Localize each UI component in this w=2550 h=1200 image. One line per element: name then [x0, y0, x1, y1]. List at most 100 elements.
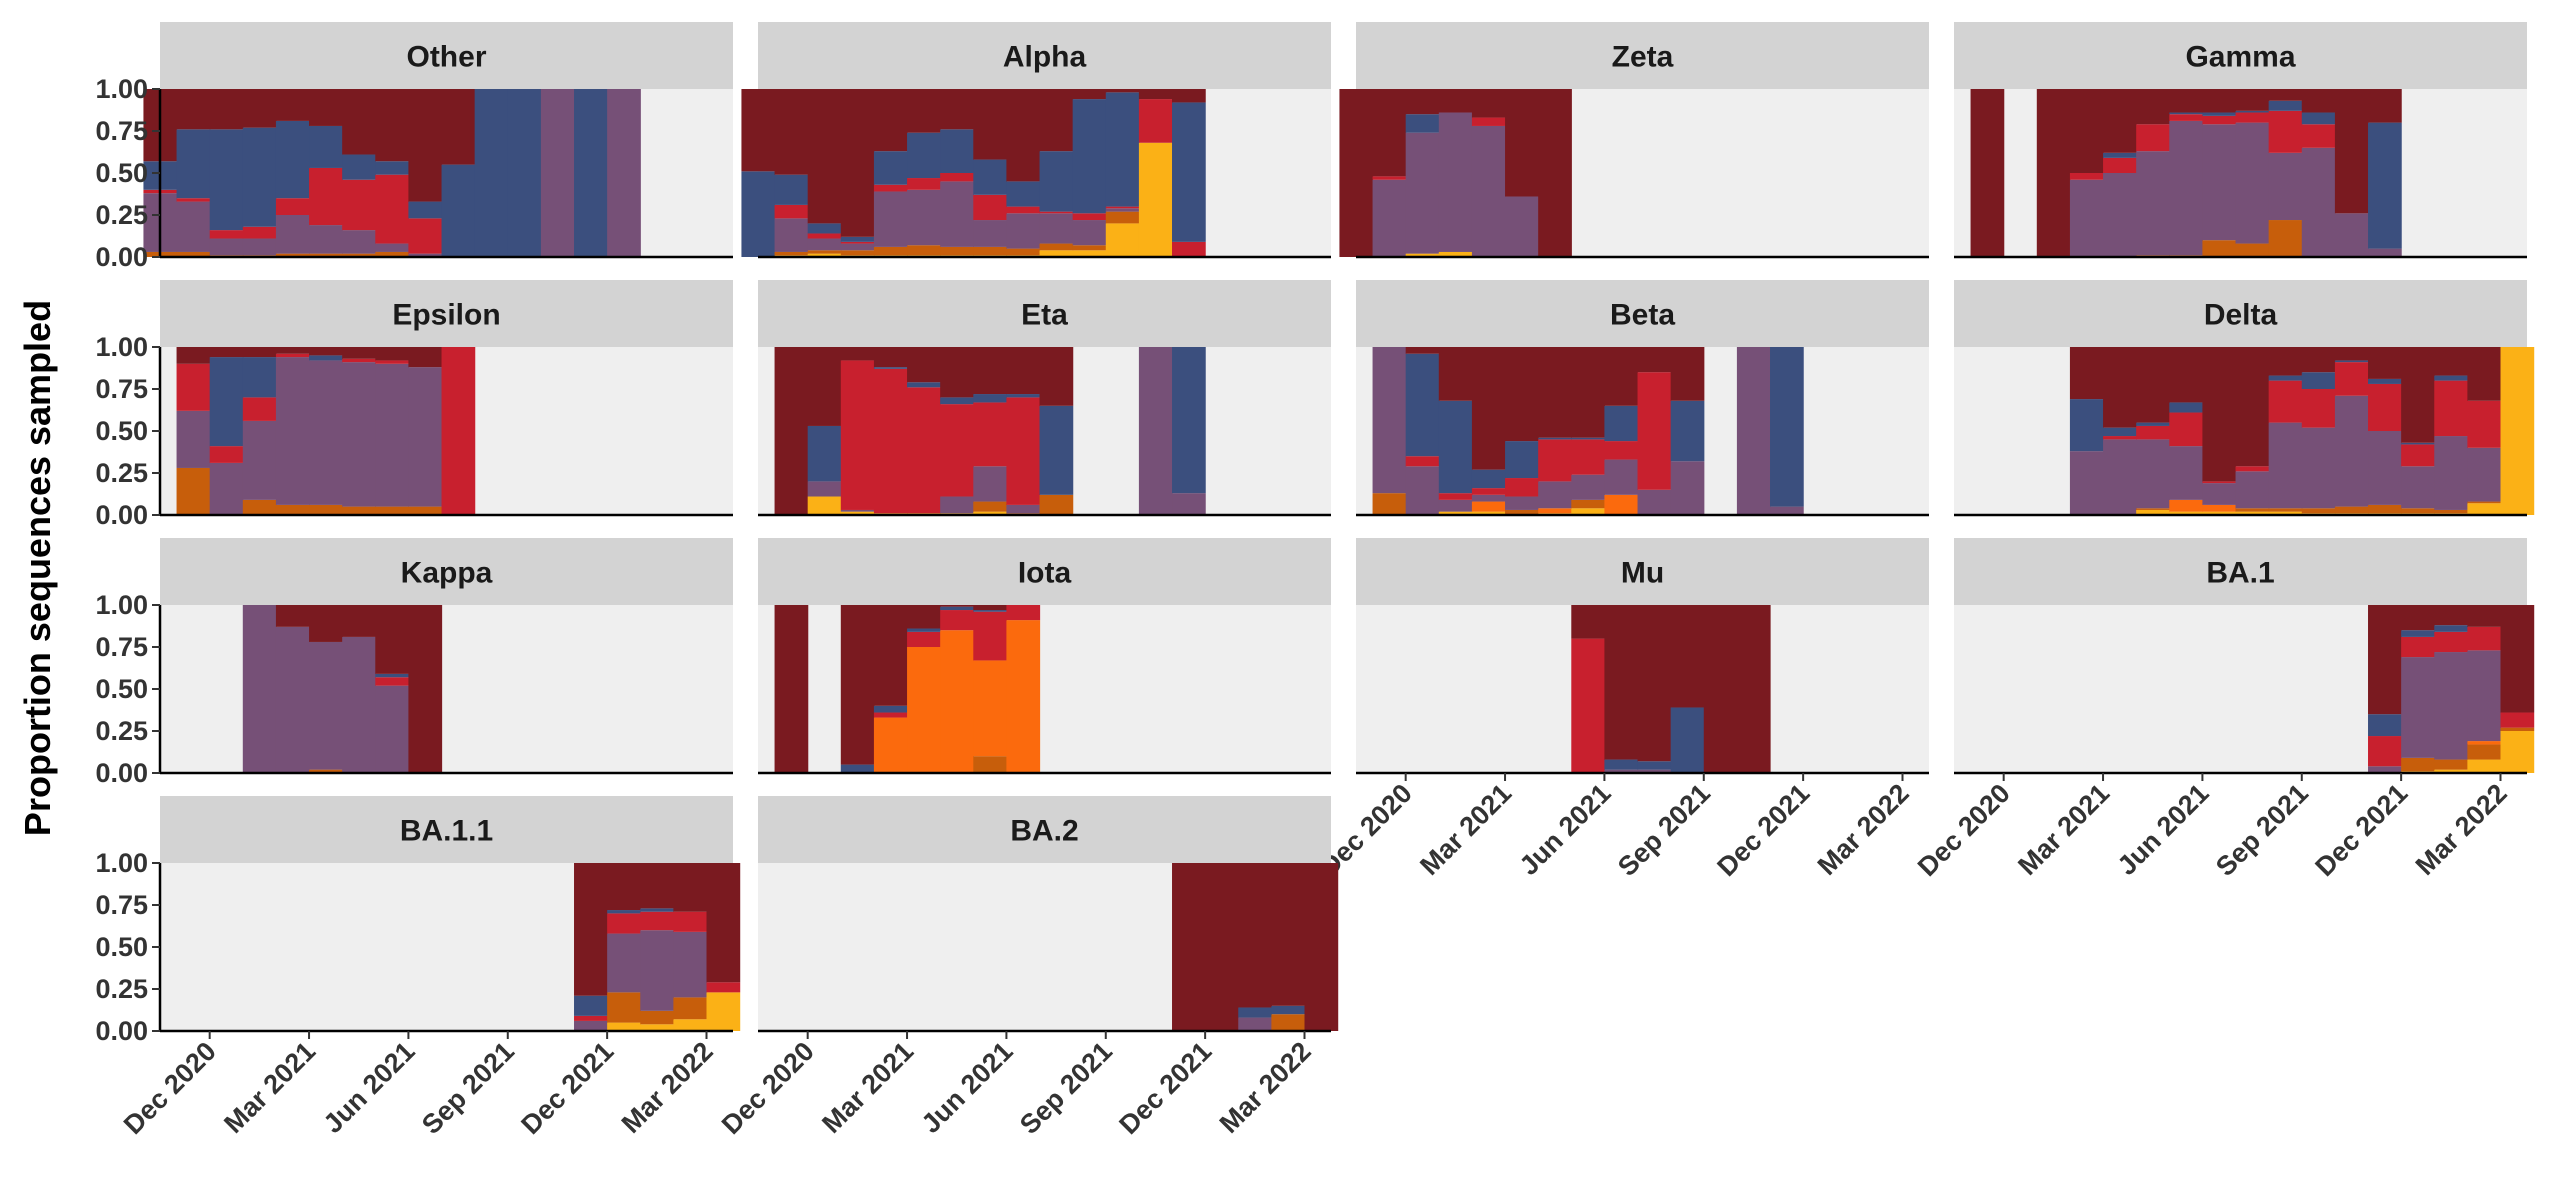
bar-segment-red: [2136, 124, 2170, 152]
facet-strip: [1356, 280, 1929, 347]
facet-iota: Iota: [758, 538, 1331, 775]
bar-segment-maroon: [2301, 89, 2336, 113]
bar-segment-maroon: [309, 89, 343, 126]
bar-segment-navy: [176, 129, 211, 199]
bar-segment-purple: [2202, 124, 2237, 241]
bar-segment-red: [2069, 173, 2104, 180]
bar-segment-maroon: [1736, 605, 1771, 773]
bar-segment-purple: [840, 243, 875, 251]
bar-segment-maroon: [1339, 89, 1374, 257]
bar-segment-red: [940, 173, 974, 182]
bar-segment-purple: [907, 189, 941, 246]
bar-segment-navy: [1271, 1005, 1306, 1015]
bars: [741, 89, 1206, 257]
bar-segment-maroon: [1637, 347, 1672, 373]
bar-segment-maroon: [2136, 89, 2170, 125]
bar-segment-amber: [1471, 511, 1506, 515]
facet-strip: [758, 796, 1331, 863]
bar-segment-orange: [2169, 499, 2204, 512]
bar-segment-purple: [607, 89, 641, 257]
bar-segment-purple: [408, 253, 443, 257]
bar-segment-maroon: [1405, 347, 1440, 354]
bar-segment-navy: [807, 223, 842, 234]
bar-segment-navy: [2401, 442, 2435, 445]
bar-segment-amber: [2500, 347, 2535, 515]
facet-panels: Other 0.00 0.25 0.50 0.75 1.00 Alpha Zeta Gamma E…: [95, 22, 2535, 1140]
bar-segment-purple: [1471, 125, 1506, 258]
bar-segment-maroon: [741, 89, 776, 172]
bar-segment-purple: [309, 360, 343, 505]
x-tick-label: Dec 2020: [716, 1036, 820, 1140]
bar-segment-navy: [940, 129, 974, 173]
bar-segment-maroon: [2301, 347, 2336, 373]
bar-segment-darkorange: [2500, 727, 2535, 731]
bar-segment-purple: [342, 362, 376, 507]
bar-segment-amber: [706, 992, 741, 1031]
bar-segment-darkorange: [2434, 759, 2468, 770]
bar-segment-amber: [1438, 251, 1473, 257]
bar-segment-purple: [2069, 179, 2104, 257]
bar-segment-maroon: [2434, 605, 2468, 626]
x-tick-label: Mar 2022: [1812, 778, 1915, 881]
bar-segment-purple: [940, 181, 974, 247]
bar-segment-darkorange: [342, 253, 376, 257]
bar-segment-maroon: [2136, 347, 2170, 423]
bar-segment-maroon: [209, 89, 244, 130]
bars: [774, 347, 1206, 515]
bar-segment-amber: [2434, 769, 2468, 773]
bar-segment-red: [2301, 124, 2336, 148]
bar-segment-maroon: [807, 347, 842, 426]
bar-segment-purple: [1372, 347, 1407, 494]
bar-segment-red: [342, 358, 376, 363]
facet-strip-label: Gamma: [2185, 41, 2295, 74]
bar-segment-darkorange: [2401, 508, 2435, 514]
bar-segment-purple: [774, 218, 809, 252]
bar-segment-darkorange: [1039, 494, 1074, 515]
bar-segment-navy: [973, 394, 1008, 403]
bar-segment-purple: [1505, 496, 1539, 510]
bar-segment-maroon: [1505, 347, 1539, 442]
bar-segment-maroon: [706, 863, 741, 983]
bar-segment-maroon: [275, 605, 310, 627]
bar-segment-maroon: [342, 347, 376, 359]
bar-segment-maroon: [873, 347, 908, 368]
y-tick-label: 0.50: [95, 932, 148, 962]
bar-segment-maroon: [408, 347, 443, 368]
bar-segment-navy: [1670, 707, 1705, 773]
bar-segment-red: [1006, 206, 1041, 214]
bar-segment-red: [1471, 117, 1506, 126]
bar-segment-maroon: [1172, 863, 1206, 1031]
bar-segment-darkorange: [275, 504, 310, 515]
bar-segment-darkorange: [1006, 248, 1041, 256]
bar-segment-maroon: [342, 89, 376, 155]
bar-segment-red: [2136, 425, 2170, 440]
bar-segment-navy: [1571, 437, 1606, 440]
bar-segment-darkorange: [275, 253, 310, 257]
bar-segment-maroon: [2368, 89, 2402, 123]
bar-segment-maroon: [1304, 863, 1339, 1031]
bar-segment-purple: [2301, 147, 2336, 257]
facet-strip: [1356, 22, 1929, 89]
bar-segment-maroon: [2235, 89, 2270, 111]
bar-segment-darkorange: [2467, 501, 2502, 504]
bar-segment-navy: [741, 171, 776, 257]
bar-segment-navy: [907, 628, 941, 632]
bar-segment-navy: [1039, 405, 1074, 495]
bar-segment-navy: [408, 201, 443, 219]
bar-segment-maroon: [973, 605, 1008, 611]
bar-segment-maroon: [176, 347, 211, 364]
bar-segment-red: [209, 446, 244, 463]
bar-segment-maroon: [309, 605, 343, 642]
bars: [1339, 89, 1572, 258]
y-tick-label: 0.00: [95, 242, 148, 272]
bar-segment-maroon: [973, 89, 1008, 160]
bar-segment-darkorange: [309, 769, 343, 773]
facet-strip-label: Kappa: [401, 557, 493, 590]
bar-segment-purple: [2401, 466, 2435, 509]
bar-segment-purple: [2136, 151, 2170, 256]
bar-segment-navy: [1670, 400, 1705, 462]
y-tick-label: 0.25: [95, 200, 148, 230]
bar-segment-red: [1105, 206, 1140, 209]
